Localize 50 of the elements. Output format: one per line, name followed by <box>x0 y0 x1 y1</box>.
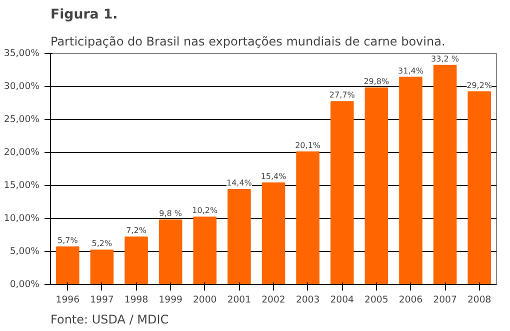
x-tick-label: 2006 <box>398 294 423 306</box>
x-tick-label: 2002 <box>262 294 286 306</box>
chart-subtitle: Participação do Brasil nas exportações mundiais de carne bovina. <box>50 34 446 48</box>
bar <box>56 246 80 284</box>
x-tick-label: 1996 <box>56 294 80 306</box>
y-tick-label: 0,00% <box>10 279 40 290</box>
data-label: 20,1% <box>295 140 321 150</box>
data-label: 27,7% <box>329 90 356 100</box>
data-label: 31,4% <box>398 66 424 76</box>
bar <box>124 236 148 284</box>
x-tick-label: 2008 <box>467 294 492 306</box>
bar <box>90 250 114 284</box>
x-tick-label: 2004 <box>330 294 354 306</box>
y-tick-label: 15,00% <box>4 180 40 191</box>
data-label: 5,7% <box>57 236 78 245</box>
data-label: 14,4% <box>226 178 252 188</box>
data-label: 10,2% <box>192 206 218 216</box>
x-tick-label: 1997 <box>90 294 114 306</box>
data-label: 15,4% <box>260 172 287 181</box>
data-label: 5,2% <box>92 239 113 248</box>
bar <box>330 101 354 284</box>
y-tick-label: 20,00% <box>4 147 40 158</box>
x-tick-label: 2003 <box>296 294 320 306</box>
bar <box>433 64 457 284</box>
bar <box>262 182 286 284</box>
bar <box>296 151 320 284</box>
bar <box>364 87 388 284</box>
x-tick-label: 1998 <box>124 294 148 306</box>
y-tick-label: 35,00% <box>4 48 40 59</box>
x-tick-label: 2007 <box>433 294 457 306</box>
x-tick-label: 2005 <box>364 294 388 306</box>
source-note: Fonte: USDA / MDIC <box>50 312 169 326</box>
data-label: 7,2% <box>126 226 147 235</box>
y-tick-label: 10,00% <box>4 213 40 224</box>
x-tick-label: 1999 <box>158 294 183 306</box>
data-label: 9,8 % <box>159 208 182 218</box>
bar <box>399 76 422 284</box>
bar <box>468 91 491 284</box>
data-label: 29,2% <box>466 80 492 90</box>
y-tick-label: 25,00% <box>4 114 40 125</box>
bar <box>228 188 251 284</box>
y-tick-label: 30,00% <box>4 81 40 92</box>
bar <box>193 216 217 284</box>
data-label: 33,2 % <box>431 54 460 64</box>
bar <box>158 219 182 284</box>
x-tick-label: 2000 <box>193 294 217 306</box>
y-tick-label: 5,00% <box>10 246 40 257</box>
chart-title: Figura 1. <box>50 8 118 22</box>
x-tick-label: 2001 <box>227 294 252 306</box>
data-label: 29,8% <box>364 76 390 86</box>
